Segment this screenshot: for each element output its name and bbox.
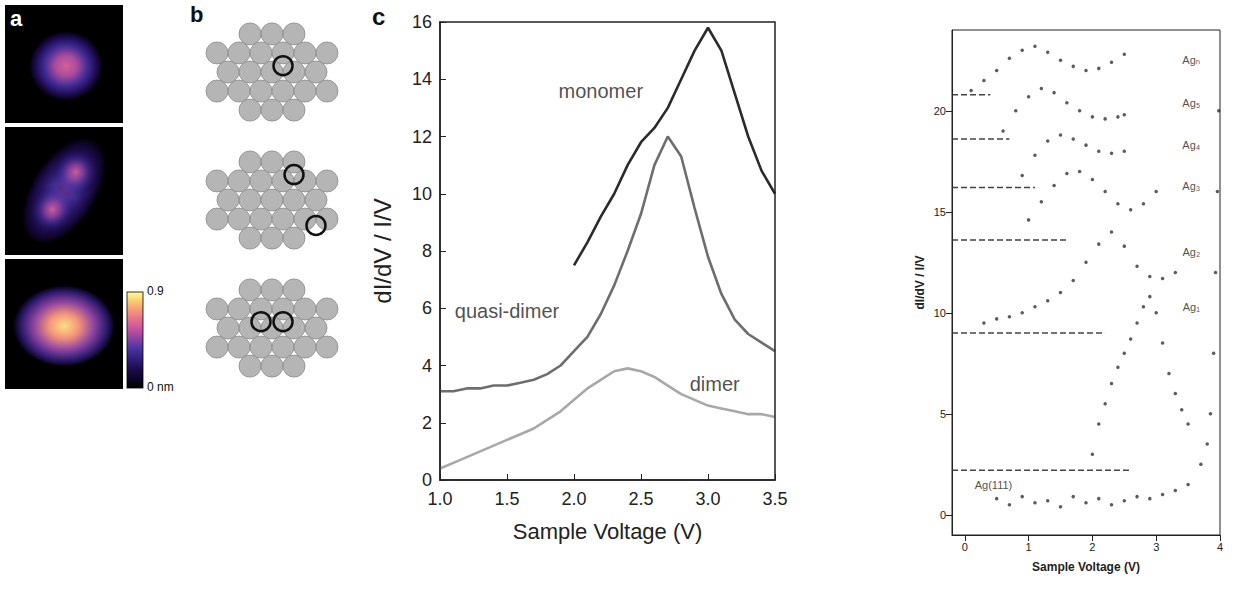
- svg-text:0: 0: [940, 509, 946, 521]
- svg-text:3.5: 3.5: [762, 489, 787, 509]
- svg-text:b: b: [190, 2, 203, 27]
- svg-text:14: 14: [412, 69, 432, 89]
- svg-text:4: 4: [1217, 541, 1223, 553]
- svg-text:2.0: 2.0: [561, 489, 586, 509]
- svg-text:dimer: dimer: [690, 373, 740, 395]
- svg-text:2: 2: [422, 413, 432, 433]
- svg-text:Sample Voltage (V): Sample Voltage (V): [1032, 560, 1140, 574]
- svg-text:2.5: 2.5: [628, 489, 653, 509]
- svg-text:2: 2: [1089, 541, 1095, 553]
- svg-text:3: 3: [1153, 541, 1159, 553]
- svg-text:0: 0: [422, 470, 432, 490]
- svg-text:Agₙ: Agₙ: [1182, 54, 1200, 66]
- svg-text:quasi-dimer: quasi-dimer: [455, 300, 560, 322]
- svg-text:a: a: [10, 6, 23, 31]
- svg-text:Ag₂: Ag₂: [1182, 246, 1200, 258]
- svg-text:15: 15: [934, 206, 946, 218]
- svg-text:3.0: 3.0: [695, 489, 720, 509]
- svg-text:8: 8: [422, 241, 432, 261]
- svg-text:0 nm: 0 nm: [147, 380, 174, 394]
- svg-text:dI/dV / I/V: dI/dV / I/V: [369, 198, 396, 303]
- svg-text:6: 6: [422, 298, 432, 318]
- svg-text:1.0: 1.0: [427, 489, 452, 509]
- svg-text:10: 10: [412, 184, 432, 204]
- svg-text:c: c: [372, 3, 385, 30]
- svg-text:20: 20: [934, 105, 946, 117]
- svg-text:5: 5: [940, 408, 946, 420]
- svg-text:0.9: 0.9: [147, 284, 164, 298]
- svg-text:10: 10: [934, 307, 946, 319]
- svg-text:0: 0: [962, 541, 968, 553]
- svg-text:16: 16: [412, 12, 432, 32]
- svg-text:Ag(111): Ag(111): [975, 479, 1013, 491]
- svg-text:Sample Voltage (V): Sample Voltage (V): [513, 519, 703, 544]
- svg-text:monomer: monomer: [559, 80, 644, 102]
- svg-text:1: 1: [1026, 541, 1032, 553]
- svg-text:Ag₅: Ag₅: [1182, 97, 1200, 109]
- svg-text:4: 4: [422, 356, 432, 376]
- svg-text:1.5: 1.5: [494, 489, 519, 509]
- svg-text:dI/dV / I/V: dI/dV / I/V: [913, 255, 927, 309]
- svg-text:Ag₄: Ag₄: [1182, 139, 1200, 151]
- svg-text:Ag₃: Ag₃: [1182, 180, 1200, 192]
- svg-text:Ag₁: Ag₁: [1183, 301, 1200, 313]
- svg-text:12: 12: [412, 127, 432, 147]
